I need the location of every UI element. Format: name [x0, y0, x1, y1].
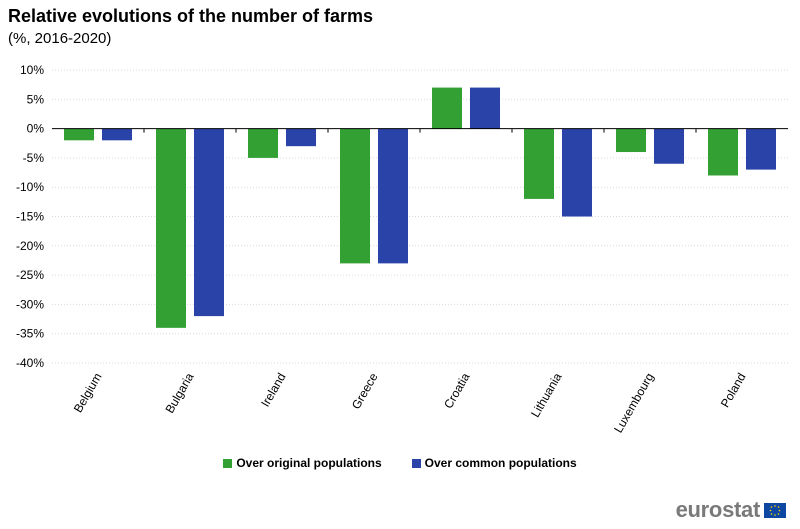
y-tick-label: 10% — [20, 63, 44, 77]
bar-original — [156, 128, 186, 328]
eurostat-logo: eurostat — [676, 497, 786, 523]
x-tick-label: Ireland — [258, 371, 288, 410]
y-tick-label: -5% — [23, 151, 45, 165]
legend-item-common: Over common populations — [411, 456, 577, 470]
chart-title: Relative evolutions of the number of far… — [8, 6, 374, 26]
y-tick-label: 5% — [27, 92, 45, 106]
y-tick-label: -25% — [16, 268, 44, 282]
bar-common — [378, 128, 408, 264]
x-tick-label: Poland — [718, 371, 749, 410]
bar-original — [524, 128, 554, 199]
bar-original — [708, 128, 738, 176]
legend-swatch-common — [411, 458, 421, 468]
x-tick-label: Belgium — [71, 371, 105, 416]
chart-subtitle: (%, 2016-2020) — [8, 30, 112, 47]
y-tick-label: -10% — [16, 180, 44, 194]
legend-label-common: Over common populations — [424, 456, 577, 470]
x-tick-label: Lithuania — [528, 370, 565, 419]
x-tick-label: Croatia — [441, 370, 473, 411]
legend-label-original: Over original populations — [236, 456, 382, 470]
y-tick-label: -40% — [16, 356, 44, 370]
bar-common — [562, 128, 592, 217]
legend-item-original: Over original populations — [223, 456, 382, 470]
bar-original — [616, 128, 646, 153]
bar-common — [102, 128, 132, 141]
y-tick-label: -20% — [16, 239, 44, 253]
legend: Over original populations Over common po… — [0, 456, 800, 470]
x-tick-label: Bulgaria — [162, 370, 196, 415]
bar-original — [432, 87, 462, 129]
bar-common — [746, 128, 776, 170]
y-tick-label: -15% — [16, 210, 44, 224]
bar-common — [654, 128, 684, 164]
bar-common — [194, 128, 224, 317]
eu-flag-icon — [764, 502, 786, 518]
bar-common — [286, 128, 316, 147]
bar-common — [470, 87, 500, 129]
y-tick-label: -35% — [16, 327, 44, 341]
x-tick-label: Luxembourg — [611, 371, 656, 436]
bar-original — [248, 128, 278, 158]
bar-original — [340, 128, 370, 264]
legend-swatch-original — [223, 458, 233, 468]
logo-text: eurostat — [675, 497, 761, 522]
y-tick-label: -30% — [16, 297, 44, 311]
bar-original — [64, 128, 94, 141]
x-tick-label: Greece — [349, 370, 381, 411]
y-tick-label: 0% — [27, 122, 45, 136]
